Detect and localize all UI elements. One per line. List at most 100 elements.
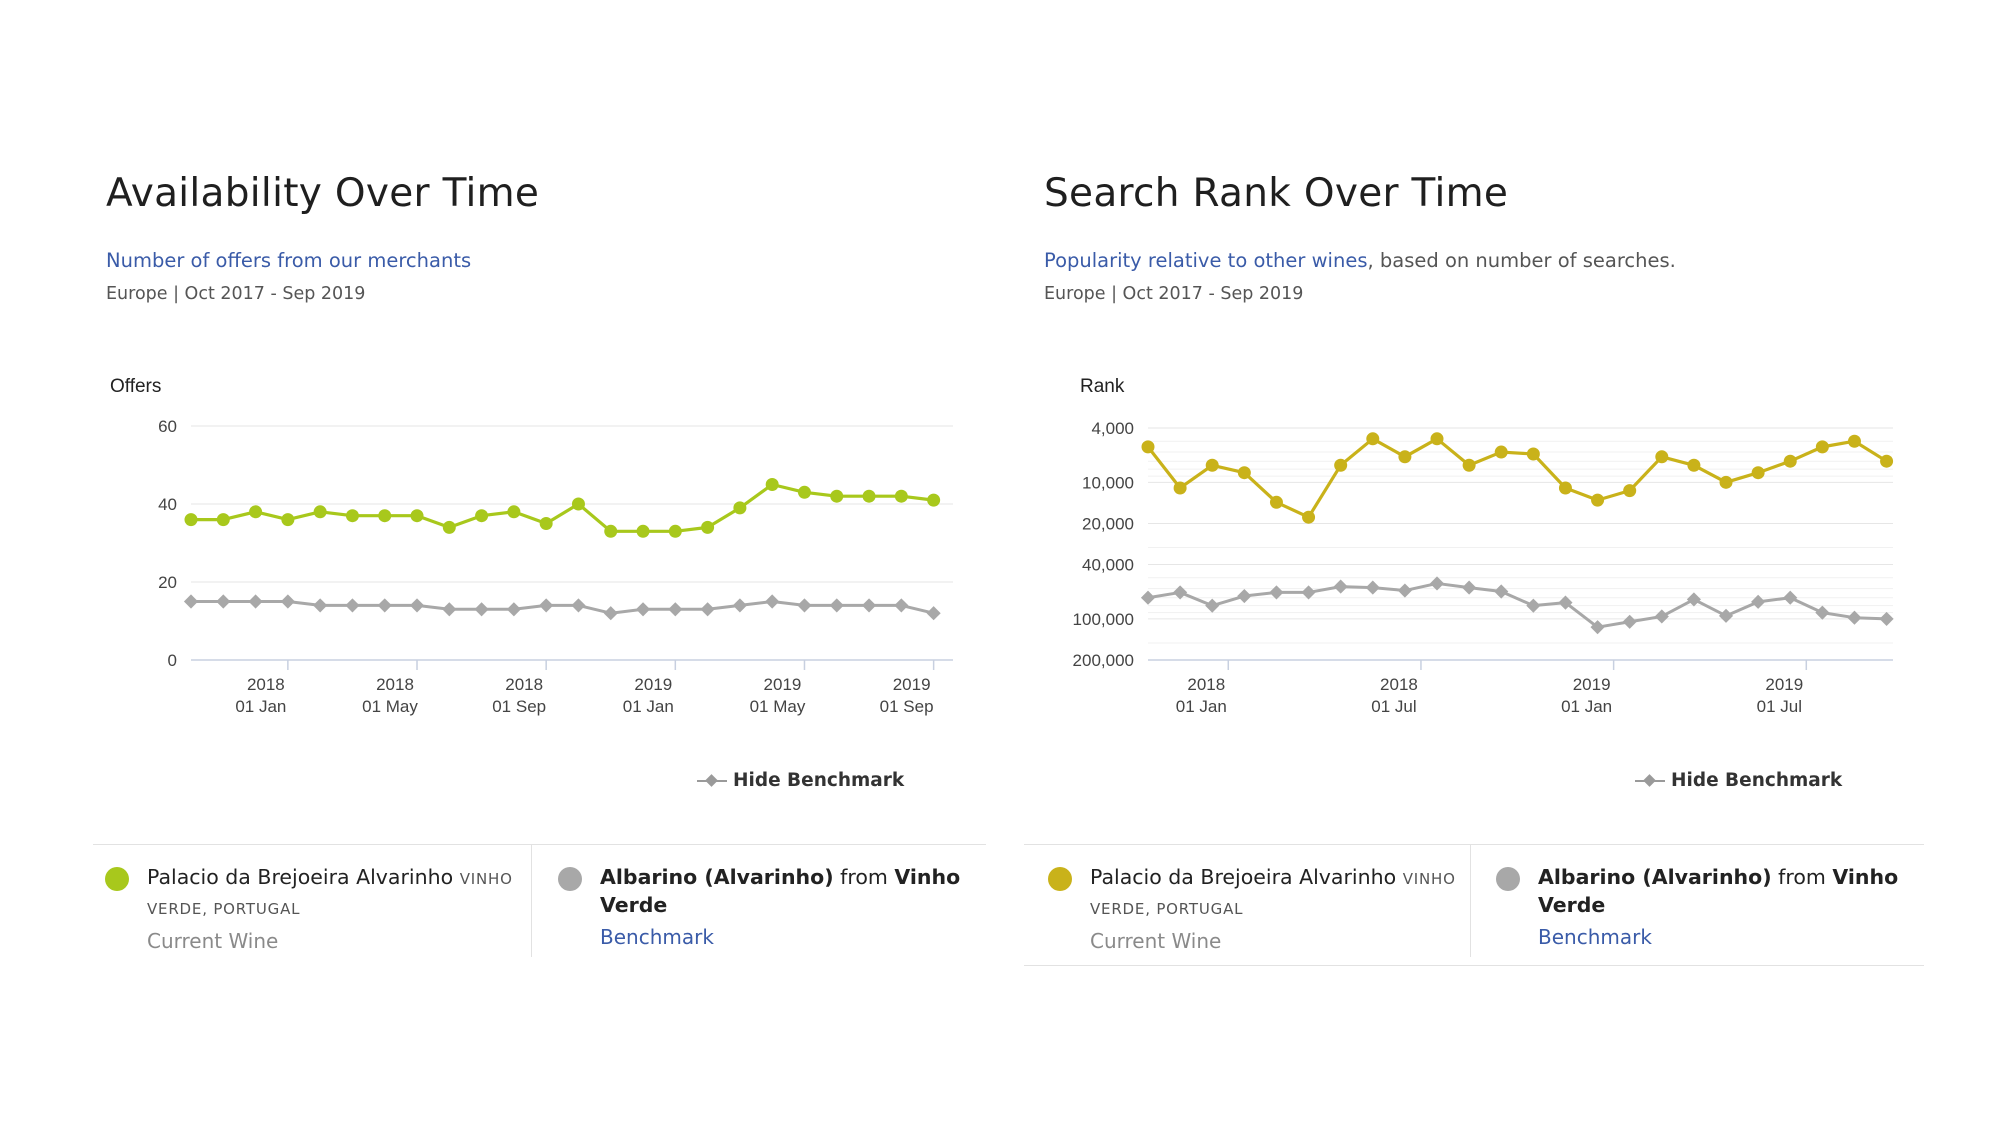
benchmark-point: [571, 598, 586, 613]
current-point: [507, 505, 521, 519]
benchmark-link[interactable]: Benchmark: [1538, 925, 1652, 949]
current-point: [184, 513, 198, 527]
rank-panel: Search Rank Over Time Popularity relativ…: [1044, 170, 1924, 306]
rank-subtitle-rest: , based on number of searches.: [1367, 249, 1676, 272]
rank-hide-benchmark-toggle[interactable]: Hide Benchmark: [1635, 770, 1842, 791]
benchmark-from: from: [1778, 865, 1826, 889]
benchmark-link[interactable]: Benchmark: [600, 925, 714, 949]
y-tick-label: 60: [158, 417, 177, 436]
benchmark-point: [926, 606, 941, 621]
current-point: [313, 505, 327, 519]
benchmark-dot: [558, 867, 582, 891]
current-wine-name: Palacio da Brejoeira Alvarinho: [1090, 865, 1397, 889]
current-point: [345, 509, 359, 523]
current-point: [539, 517, 553, 530]
benchmark-point: [539, 598, 554, 613]
availability-meta: Europe | Oct 2017 - Sep 2019: [106, 284, 366, 304]
benchmark-point: [345, 598, 360, 613]
rank-legend: Palacio da Brejoeira Alvarinho VINHO VER…: [1024, 844, 1924, 966]
current-point: [765, 478, 779, 491]
rank-hide-benchmark-label: Hide Benchmark: [1671, 770, 1843, 791]
x-tick-date: 01 Sep: [492, 697, 546, 716]
benchmark-from: from: [840, 865, 888, 889]
x-tick-year: 2018: [505, 675, 543, 694]
benchmark-line-icon: [1635, 775, 1665, 787]
current-point: [894, 489, 908, 503]
benchmark-point: [732, 598, 747, 613]
benchmark-grape: Albarino (Alvarinho): [1538, 865, 1772, 889]
x-tick-date: 01 Jan: [623, 697, 674, 716]
current-wine-region: VINHO VERDE, PORTUGAL: [1090, 870, 1456, 918]
x-tick-year: 2019: [634, 675, 672, 694]
benchmark-point: [280, 594, 295, 609]
current-wine-region: VINHO VERDE, PORTUGAL: [147, 870, 513, 918]
benchmark-point: [700, 602, 715, 617]
current-wine-name: Palacio da Brejoeira Alvarinho: [147, 865, 454, 889]
current-point: [571, 497, 585, 511]
x-tick-date: 01 Jan: [235, 697, 286, 716]
legend-benchmark-text: Albarino (Alvarinho) from Vinho Verde Be…: [1538, 863, 1918, 951]
y-tick-label: 40: [158, 495, 177, 514]
benchmark-point: [183, 594, 199, 609]
availability-hide-benchmark-toggle[interactable]: Hide Benchmark: [697, 770, 904, 791]
benchmark-point: [248, 594, 263, 609]
rank-meta: Europe | Oct 2017 - Sep 2019: [1044, 284, 1304, 304]
availability-subtitle-link[interactable]: Number of offers from our merchants: [106, 249, 472, 272]
benchmark-point: [377, 598, 392, 613]
y-tick-label: 20: [158, 573, 177, 592]
current-point: [701, 520, 715, 534]
benchmark-point: [603, 606, 618, 621]
current-point: [636, 524, 650, 538]
x-tick-date: 01 May: [750, 697, 806, 716]
x-tick-year: 2019: [764, 675, 802, 694]
current-point: [668, 524, 682, 538]
availability-y-label: Offers: [110, 376, 161, 397]
benchmark-point: [668, 602, 683, 617]
benchmark-point: [442, 602, 457, 617]
current-point: [830, 489, 844, 503]
legend-benchmark-text: Albarino (Alvarinho) from Vinho Verde Be…: [600, 863, 980, 951]
availability-legend: Palacio da Brejoeira Alvarinho VINHO VER…: [93, 844, 986, 965]
benchmark-series-line: [191, 600, 934, 615]
benchmark-point: [861, 598, 877, 613]
benchmark-point: [313, 598, 328, 613]
current-point: [733, 501, 747, 515]
benchmark-point: [409, 598, 425, 613]
legend-divider: [1470, 845, 1471, 957]
benchmark-point: [829, 598, 844, 613]
benchmark-line-icon: [697, 775, 727, 787]
rank-title: Search Rank Over Time: [1044, 171, 1509, 216]
benchmark-grape: Albarino (Alvarinho): [600, 865, 834, 889]
y-tick-label: 0: [168, 651, 177, 670]
benchmark-point: [506, 602, 521, 617]
current-point: [862, 489, 876, 503]
benchmark-region: Vinho Verde: [1538, 865, 1899, 917]
current-wine-dot: [105, 867, 129, 891]
current-point: [216, 513, 230, 527]
current-series-line: [191, 482, 934, 533]
current-wine-dot: [1048, 867, 1072, 891]
availability-panel: Availability Over Time Number of offers …: [106, 170, 986, 306]
legend-current-text: Palacio da Brejoeira Alvarinho VINHO VER…: [1090, 863, 1478, 955]
rank-subtitle: Popularity relative to other wines, base…: [1044, 248, 1924, 274]
current-point: [378, 509, 392, 523]
benchmark-dot: [1496, 867, 1520, 891]
benchmark-point: [797, 598, 812, 613]
legend-divider: [531, 845, 532, 957]
current-wine-role: Current Wine: [1090, 929, 1222, 953]
current-point: [604, 524, 618, 538]
availability-title: Availability Over Time: [106, 171, 540, 216]
x-tick-year: 2019: [893, 675, 931, 694]
x-tick-date: 01 May: [362, 697, 418, 716]
current-point: [927, 493, 941, 507]
benchmark-region: Vinho Verde: [600, 865, 961, 917]
rank-subtitle-link[interactable]: Popularity relative to other wines: [1044, 249, 1368, 272]
current-point: [475, 509, 489, 523]
benchmark-point: [474, 602, 489, 617]
current-point: [281, 513, 295, 527]
x-tick-date: 01 Sep: [880, 697, 934, 716]
x-tick-year: 2018: [376, 675, 414, 694]
legend-current-text: Palacio da Brejoeira Alvarinho VINHO VER…: [147, 863, 525, 955]
current-point: [410, 509, 424, 523]
